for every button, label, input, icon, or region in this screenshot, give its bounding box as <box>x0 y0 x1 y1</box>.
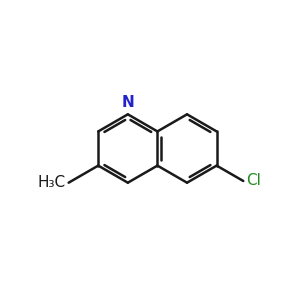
Text: N: N <box>122 94 134 110</box>
Text: H₃C: H₃C <box>38 175 66 190</box>
Text: Cl: Cl <box>246 173 261 188</box>
